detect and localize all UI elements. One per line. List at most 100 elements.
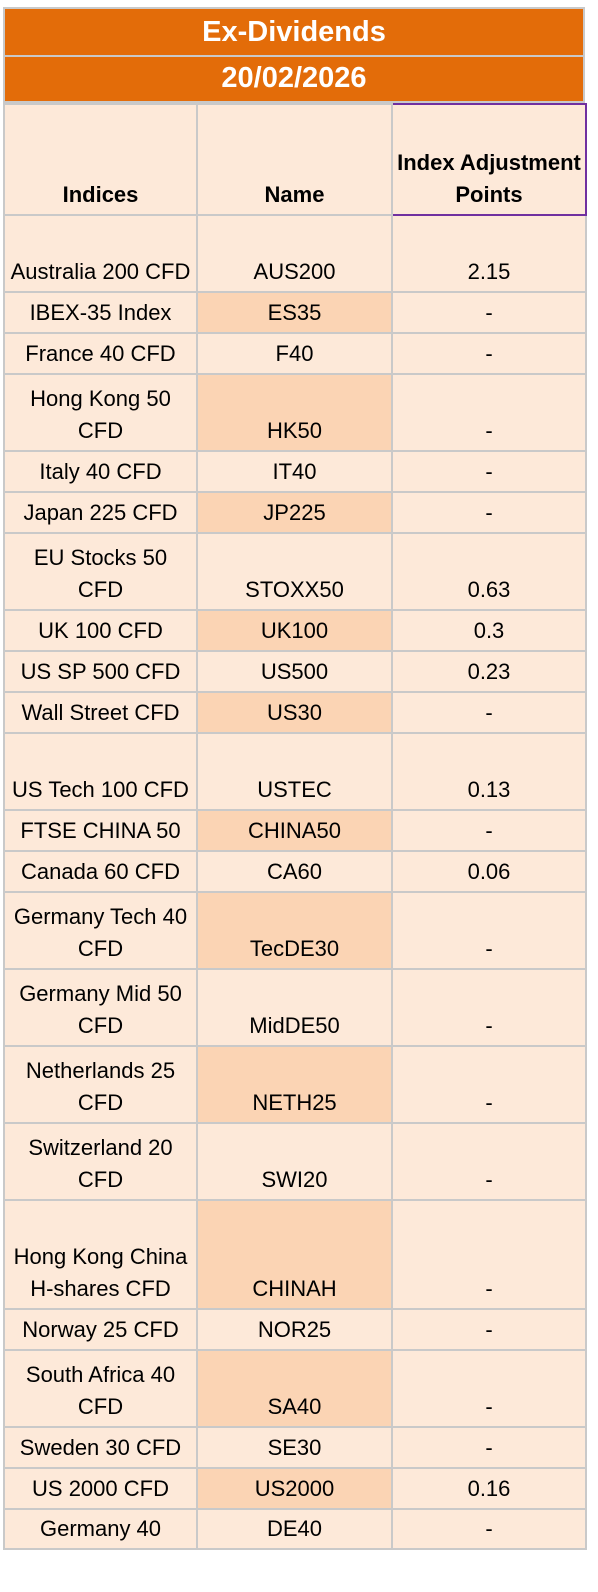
cell-points: - — [391, 1426, 587, 1469]
cell-points: 0.13 — [391, 732, 587, 811]
cell-name: IT40 — [196, 450, 393, 493]
table-row: Switzerland 20 CFD SWI20 - — [3, 1122, 587, 1201]
table-row: Germany Tech 40 CFD TecDE30 - — [3, 891, 587, 970]
cell-indices: Wall Street CFD — [3, 691, 198, 734]
table-row: US Tech 100 CFD USTEC 0.13 — [3, 732, 587, 811]
cell-points: 0.23 — [391, 650, 587, 693]
cell-indices: Germany 40 — [3, 1508, 198, 1550]
table-row: UK 100 CFD UK100 0.3 — [3, 609, 587, 652]
table-row: Germany 40 DE40 - — [3, 1508, 587, 1550]
header-indices: Indices — [3, 103, 198, 216]
cell-indices: Netherlands 25 CFD — [3, 1045, 198, 1124]
cell-name: SE30 — [196, 1426, 393, 1469]
cell-name: JP225 — [196, 491, 393, 534]
cell-indices: Switzerland 20 CFD — [3, 1122, 198, 1201]
cell-name: USTEC — [196, 732, 393, 811]
cell-points: 0.63 — [391, 532, 587, 611]
cell-indices: Japan 225 CFD — [3, 491, 198, 534]
cell-points: 0.06 — [391, 850, 587, 893]
cell-name: TecDE30 — [196, 891, 393, 970]
cell-indices: Germany Tech 40 CFD — [3, 891, 198, 970]
ex-dividends-table: Indices Name Index Adjustment Points Aus… — [3, 103, 587, 1550]
cell-indices: US SP 500 CFD — [3, 650, 198, 693]
cell-name: US500 — [196, 650, 393, 693]
sheet-title: Ex-Dividends — [3, 7, 585, 57]
table-row: South Africa 40 CFD SA40 - — [3, 1349, 587, 1428]
cell-indices: Hong Kong 50 CFD — [3, 373, 198, 452]
cell-indices: South Africa 40 CFD — [3, 1349, 198, 1428]
cell-points: - — [391, 691, 587, 734]
table-row: Netherlands 25 CFD NETH25 - — [3, 1045, 587, 1124]
table-row: Sweden 30 CFD SE30 - — [3, 1426, 587, 1469]
header-name: Name — [196, 103, 393, 216]
table-row: Hong Kong China H-shares CFD CHINAH - — [3, 1199, 587, 1310]
cell-indices: US Tech 100 CFD — [3, 732, 198, 811]
cell-points: - — [391, 1508, 587, 1550]
cell-name: ES35 — [196, 291, 393, 334]
cell-name: CHINA50 — [196, 809, 393, 852]
cell-indices: Hong Kong China H-shares CFD — [3, 1199, 198, 1310]
cell-indices: UK 100 CFD — [3, 609, 198, 652]
table-row: US 2000 CFD US2000 0.16 — [3, 1467, 587, 1510]
table-row: IBEX-35 Index ES35 - — [3, 291, 587, 334]
cell-points: - — [391, 332, 587, 375]
table-header-row: Indices Name Index Adjustment Points — [3, 103, 587, 216]
cell-name: AUS200 — [196, 214, 393, 293]
header-adjustment-points: Index Adjustment Points — [391, 103, 587, 216]
cell-indices: Germany Mid 50 CFD — [3, 968, 198, 1047]
cell-name: SWI20 — [196, 1122, 393, 1201]
cell-name: NETH25 — [196, 1045, 393, 1124]
table-row: Norway 25 CFD NOR25 - — [3, 1308, 587, 1351]
cell-indices: France 40 CFD — [3, 332, 198, 375]
cell-points: - — [391, 1308, 587, 1351]
cell-name: MidDE50 — [196, 968, 393, 1047]
cell-name: NOR25 — [196, 1308, 393, 1351]
cell-name: CHINAH — [196, 1199, 393, 1310]
cell-points: - — [391, 1199, 587, 1310]
cell-indices: Italy 40 CFD — [3, 450, 198, 493]
cell-points: 0.3 — [391, 609, 587, 652]
cell-name: SA40 — [196, 1349, 393, 1428]
table-row: Japan 225 CFD JP225 - — [3, 491, 587, 534]
cell-points: - — [391, 809, 587, 852]
cell-name: US30 — [196, 691, 393, 734]
cell-name: HK50 — [196, 373, 393, 452]
table-row: Italy 40 CFD IT40 - — [3, 450, 587, 493]
cell-indices: US 2000 CFD — [3, 1467, 198, 1510]
cell-indices: FTSE CHINA 50 — [3, 809, 198, 852]
table-row: Hong Kong 50 CFD HK50 - — [3, 373, 587, 452]
cell-indices: Canada 60 CFD — [3, 850, 198, 893]
cell-name: STOXX50 — [196, 532, 393, 611]
cell-indices: Sweden 30 CFD — [3, 1426, 198, 1469]
cell-points: - — [391, 1045, 587, 1124]
sheet-date: 20/02/2026 — [3, 57, 585, 103]
cell-points: - — [391, 291, 587, 334]
cell-indices: Norway 25 CFD — [3, 1308, 198, 1351]
cell-indices: EU Stocks 50 CFD — [3, 532, 198, 611]
table-row: Germany Mid 50 CFD MidDE50 - — [3, 968, 587, 1047]
cell-name: CA60 — [196, 850, 393, 893]
table-row: EU Stocks 50 CFD STOXX50 0.63 — [3, 532, 587, 611]
cell-points: - — [391, 450, 587, 493]
cell-points: - — [391, 968, 587, 1047]
table-row: US SP 500 CFD US500 0.23 — [3, 650, 587, 693]
cell-points: 2.15 — [391, 214, 587, 293]
cell-name: F40 — [196, 332, 393, 375]
cell-points: - — [391, 891, 587, 970]
table-row: Wall Street CFD US30 - — [3, 691, 587, 734]
cell-name: US2000 — [196, 1467, 393, 1510]
cell-indices: Australia 200 CFD — [3, 214, 198, 293]
cell-points: - — [391, 1349, 587, 1428]
table-row: Canada 60 CFD CA60 0.06 — [3, 850, 587, 893]
table-row: FTSE CHINA 50 CHINA50 - — [3, 809, 587, 852]
table-row: France 40 CFD F40 - — [3, 332, 587, 375]
cell-name: UK100 — [196, 609, 393, 652]
cell-name: DE40 — [196, 1508, 393, 1550]
ex-dividends-sheet: Ex-Dividends 20/02/2026 Indices Name Ind… — [3, 7, 587, 1550]
cell-points: - — [391, 373, 587, 452]
cell-points: - — [391, 491, 587, 534]
cell-points: - — [391, 1122, 587, 1201]
table-row: Australia 200 CFD AUS200 2.15 — [3, 214, 587, 293]
cell-points: 0.16 — [391, 1467, 587, 1510]
cell-indices: IBEX-35 Index — [3, 291, 198, 334]
